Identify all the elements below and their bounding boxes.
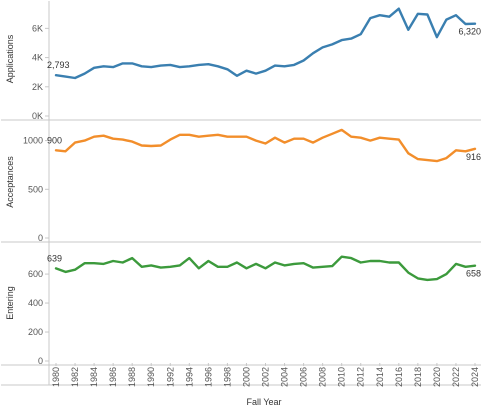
series-line-applications xyxy=(54,7,477,80)
x-tick-label: 2010 xyxy=(337,367,347,387)
y-tick-label: 0 xyxy=(38,233,43,243)
x-tick-label: 1992 xyxy=(165,367,175,387)
data-label: 2,793 xyxy=(47,60,70,70)
y-axis-title-acceptances: Acceptances xyxy=(5,156,15,208)
y-tick-label: 500 xyxy=(28,184,43,194)
x-axis-title: Fall Year xyxy=(246,397,281,407)
y-tick-label: 600 xyxy=(28,269,43,279)
x-tick-label: 1988 xyxy=(127,367,137,387)
y-tick-label: 2K xyxy=(32,82,43,92)
x-tick-label: 1980 xyxy=(51,367,61,387)
y-tick-label: 200 xyxy=(28,327,43,337)
y-tick-label: 0 xyxy=(38,356,43,366)
x-tick-label: 2008 xyxy=(318,367,328,387)
panel-entering: Entering xyxy=(5,286,15,320)
x-tick-label: 2024 xyxy=(470,367,480,387)
x-axis-ticks: 1980 1982 1984 1986 1988 1990 1992 1994 1996 1998… xyxy=(51,363,480,387)
x-tick-label: 2022 xyxy=(451,367,461,387)
y-tick-label: 6K xyxy=(32,23,43,33)
panel-entering-plot: 0 200 400 600 639 658 xyxy=(1,253,481,366)
y-tick-label: 4K xyxy=(32,53,43,63)
x-tick-label: 2000 xyxy=(242,367,252,387)
x-tick-label: 1990 xyxy=(146,367,156,387)
y-tick-label: 1000 xyxy=(23,136,43,146)
x-tick-label: 2018 xyxy=(413,367,423,387)
x-tick-label: 2002 xyxy=(261,367,271,387)
x-tick-label: 2006 xyxy=(299,367,309,387)
x-tick-label: 2016 xyxy=(394,367,404,387)
series-line-acceptances xyxy=(54,128,477,163)
x-tick-label: 2012 xyxy=(356,367,366,387)
data-label: 639 xyxy=(47,253,62,263)
x-tick-label: 1996 xyxy=(203,367,213,387)
y-axis-title-applications: Applications xyxy=(5,34,15,83)
x-tick-label: 2014 xyxy=(375,367,385,387)
data-label: 6,320 xyxy=(458,27,481,37)
x-tick-label: 1994 xyxy=(184,367,194,387)
data-label: 916 xyxy=(466,152,481,162)
y-tick-label: 0K xyxy=(32,111,43,121)
x-tick-label: 1986 xyxy=(108,367,118,387)
panel-applications-plot: 0K 2K 4K 6K 2,793 6,320 xyxy=(1,7,481,121)
x-tick-label: 1998 xyxy=(222,367,232,387)
data-label: 900 xyxy=(47,135,62,145)
x-tick-label: 2004 xyxy=(280,367,290,387)
panel-acceptances-plot: 0 500 1000 900 916 xyxy=(1,128,481,243)
x-tick-label: 2020 xyxy=(432,367,442,387)
series-line-entering xyxy=(54,255,477,282)
data-label: 658 xyxy=(466,269,481,279)
panel-applications: Applications xyxy=(5,34,15,83)
y-axis-title-entering: Entering xyxy=(5,286,15,320)
x-tick-label: 1982 xyxy=(70,367,80,387)
panel-acceptances: Acceptances xyxy=(5,156,15,208)
y-tick-label: 400 xyxy=(28,298,43,308)
x-tick-label: 1984 xyxy=(89,367,99,387)
